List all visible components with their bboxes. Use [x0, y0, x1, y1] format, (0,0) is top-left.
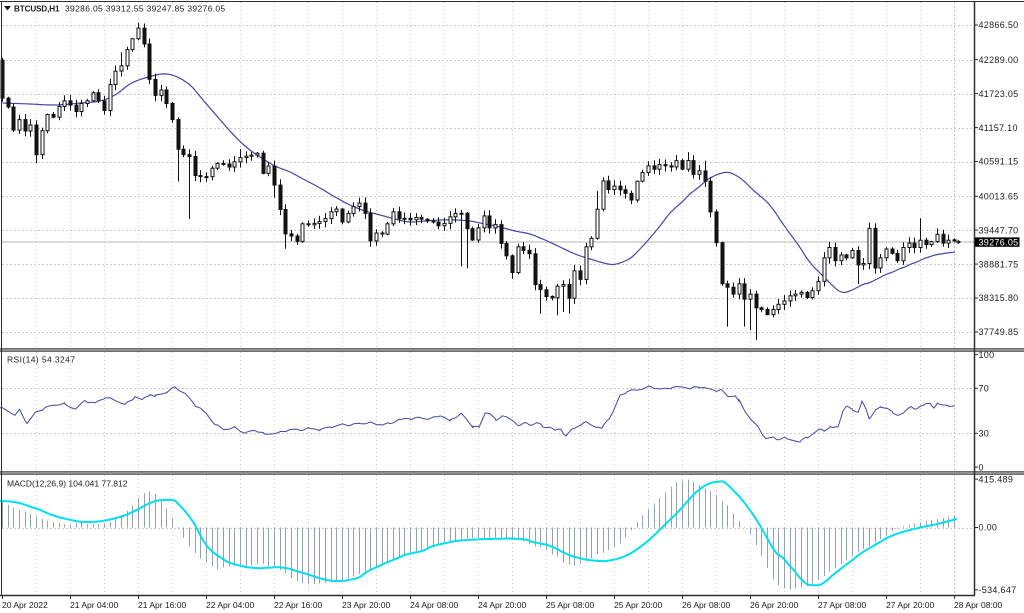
svg-text:27 Apr 08:00: 27 Apr 08:00 — [818, 600, 866, 610]
svg-text:39447.70: 39447.70 — [979, 225, 1019, 235]
svg-text:25 Apr 08:00: 25 Apr 08:00 — [546, 600, 594, 610]
svg-text:41157.10: 41157.10 — [979, 123, 1018, 133]
svg-text:BTCUSD,H1: BTCUSD,H1 — [14, 5, 60, 14]
svg-text:0: 0 — [979, 462, 984, 472]
svg-text:70: 70 — [979, 384, 990, 394]
svg-text:39276.05: 39276.05 — [979, 237, 1019, 247]
svg-text:23 Apr 20:00: 23 Apr 20:00 — [342, 600, 390, 610]
svg-text:30: 30 — [979, 429, 990, 439]
svg-text:27 Apr 20:00: 27 Apr 20:00 — [886, 600, 934, 610]
svg-text:24 Apr 20:00: 24 Apr 20:00 — [478, 600, 526, 610]
svg-text:415.489: 415.489 — [979, 474, 1014, 484]
svg-text:40013.65: 40013.65 — [979, 191, 1019, 201]
svg-text:22 Apr 04:00: 22 Apr 04:00 — [206, 600, 254, 610]
svg-text:100: 100 — [979, 350, 995, 360]
svg-text:26 Apr 20:00: 26 Apr 20:00 — [750, 600, 798, 610]
svg-text:42289.00: 42289.00 — [979, 55, 1019, 65]
svg-text:MACD(12,26,9) 104.041 77.812: MACD(12,26,9) 104.041 77.812 — [7, 479, 128, 489]
svg-text:37749.85: 37749.85 — [979, 327, 1019, 337]
svg-text:25 Apr 20:00: 25 Apr 20:00 — [614, 600, 662, 610]
svg-text:38881.75: 38881.75 — [979, 259, 1019, 269]
svg-text:39286.05 39312.55 39247.85 392: 39286.05 39312.55 39247.85 39276.05 — [65, 4, 225, 14]
svg-text:40591.15: 40591.15 — [979, 157, 1019, 167]
svg-text:0.00: 0.00 — [979, 523, 998, 533]
svg-text:28 Apr 08:00: 28 Apr 08:00 — [954, 600, 1002, 610]
svg-text:21 Apr 04:00: 21 Apr 04:00 — [70, 600, 118, 610]
svg-text:26 Apr 08:00: 26 Apr 08:00 — [682, 600, 730, 610]
svg-text:20 Apr 2022: 20 Apr 2022 — [2, 600, 48, 610]
svg-text:21 Apr 16:00: 21 Apr 16:00 — [138, 600, 186, 610]
svg-text:42866.50: 42866.50 — [979, 20, 1019, 30]
svg-text:22 Apr 16:00: 22 Apr 16:00 — [274, 600, 322, 610]
svg-text:38315.80: 38315.80 — [979, 293, 1019, 303]
svg-text:24 Apr 08:00: 24 Apr 08:00 — [410, 600, 458, 610]
svg-text:RSI(14) 54.3247: RSI(14) 54.3247 — [7, 355, 75, 365]
svg-text:41723.05: 41723.05 — [979, 89, 1019, 99]
svg-text:-534.647: -534.647 — [979, 585, 1017, 595]
